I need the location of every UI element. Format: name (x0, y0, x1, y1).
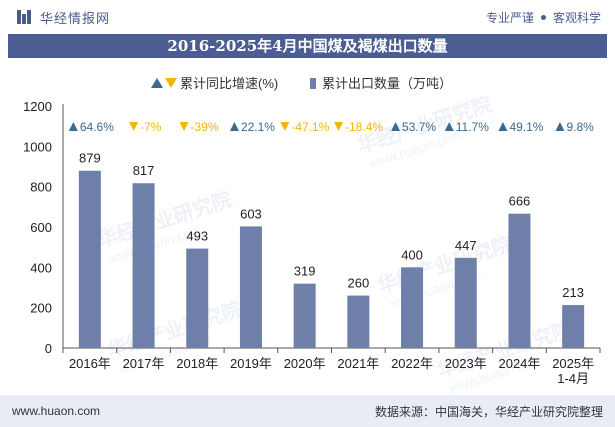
y-tick-label: 800 (30, 180, 52, 195)
growth-value-label: 22.1% (241, 120, 275, 134)
growth-down-triangle-icon (129, 122, 139, 131)
growth-value-label: -18.4% (345, 120, 383, 134)
growth-value-label: 53.7% (402, 120, 436, 134)
bar (347, 295, 370, 348)
legend-down-triangle-icon (165, 78, 177, 88)
footer-source: 数据来源：中国海关，华经产业研究院整理 (374, 404, 603, 419)
growth-up-triangle-icon (498, 122, 508, 131)
growth-up-triangle-icon (391, 122, 401, 131)
x-tick-label: 2016年 (69, 356, 111, 371)
growth-value-label: -39% (191, 120, 219, 134)
growth-value-label: -7% (140, 120, 162, 134)
legend-amount-label: 累计出口数量（万吨） (322, 76, 452, 91)
y-tick-label: 600 (30, 220, 52, 235)
brand-logo-icon (17, 10, 31, 24)
x-tick-label: 2020年 (284, 356, 326, 371)
legend-up-triangle-icon (151, 78, 163, 88)
tagline-left: 专业严谨 (485, 10, 534, 25)
bar (186, 248, 209, 348)
axes: 0 200 400 600 800 1000 1200 2016年 2017年 2018年 2019… (23, 99, 601, 386)
growth-value-label: -47.1% (291, 120, 329, 134)
growth-up-triangle-icon (555, 122, 565, 131)
bar-value-label: 400 (401, 247, 423, 262)
bar (293, 283, 316, 348)
x-tick-label: 2024年 (498, 356, 540, 371)
x-tick-label-line: 2016年 (69, 356, 111, 371)
growth-value-label: 9.8% (566, 120, 594, 134)
growth-value-label: 11.7% (456, 120, 489, 134)
growth-up-triangle-icon (229, 122, 239, 131)
bar-chart: 华经产业研究院www.huaon.com华经产业研究院www.huaon.com… (23, 76, 601, 395)
brand: 华经情报网 (0, 8, 110, 27)
growth-up-triangle-icon (444, 122, 454, 131)
bar-value-label: 879 (79, 151, 101, 166)
legend-bar-swatch (310, 78, 316, 89)
watermarks: 华经产业研究院www.huaon.com华经产业研究院www.huaon.com… (94, 92, 575, 395)
bar-value-label: 447 (455, 238, 477, 253)
growth-value-label: 64.6% (80, 120, 114, 134)
bars: 879 817 493 603 319 260 400 447 666 213 (78, 151, 585, 348)
x-tick-label-line: 1-4月 (557, 371, 589, 386)
y-tick-label: 400 (30, 260, 52, 275)
bar (78, 170, 101, 348)
growth-labels: 64.6% -7% -39% 22.1% -47.1% -18.4% 53.7% 11.7% 4… (68, 120, 594, 134)
x-tick-label: 2025年 1-4月 (552, 356, 594, 386)
bar-value-label: 666 (509, 194, 531, 209)
tagline-right: 客观科学 (552, 10, 601, 25)
bar (454, 257, 477, 348)
bar-value-label: 817 (133, 163, 155, 178)
x-tick-label-line: 2021年 (337, 356, 379, 371)
tagline: 专业严谨 客观科学 (486, 9, 615, 26)
bar (508, 213, 531, 348)
growth-down-triangle-icon (334, 122, 344, 131)
x-tick-label: 2021年 (337, 356, 379, 371)
growth-down-triangle-icon (280, 122, 290, 131)
tagline-dot-icon (540, 14, 546, 20)
y-tick-label: 0 (45, 341, 52, 356)
footer-url[interactable]: www.huaon.com (12, 404, 101, 418)
footer: www.huaon.com 数据来源：中国海关，华经产业研究院整理 (0, 395, 615, 427)
x-tick-label-line: 2019年 (230, 356, 272, 371)
legend-growth-label: 累计同比增速(%) (180, 76, 278, 91)
chart-title: 2016-2025年4月中国煤及褐煤出口数量 (8, 34, 607, 58)
x-tick-label-line: 2017年 (123, 356, 165, 371)
bar-value-label: 603 (240, 206, 262, 221)
bar (401, 267, 424, 348)
x-tick-label: 2017年 (123, 356, 165, 371)
x-tick-label: 2023年 (445, 356, 487, 371)
x-tick-label-line: 2024年 (498, 356, 540, 371)
bar (239, 226, 262, 348)
x-tick-label-line: 2025年 (552, 356, 594, 371)
bar (132, 183, 155, 348)
bar (562, 305, 585, 348)
x-tick-label-line: 2023年 (445, 356, 487, 371)
bar-value-label: 493 (186, 229, 208, 244)
top-bar: 华经情报网 专业严谨 客观科学 (0, 0, 615, 34)
x-tick-label-line: 2020年 (284, 356, 326, 371)
bar-value-label: 260 (347, 276, 369, 291)
x-tick-label: 2018年 (176, 356, 218, 371)
y-tick-label: 200 (30, 301, 52, 316)
legend: 累计同比增速(%) 累计出口数量（万吨） (151, 76, 452, 91)
x-tick-label-line: 2018年 (176, 356, 218, 371)
brand-name: 华经情报网 (40, 10, 111, 26)
growth-down-triangle-icon (179, 122, 189, 131)
x-tick-label: 2022年 (391, 356, 433, 371)
growth-value-label: 49.1% (509, 120, 543, 134)
growth-up-triangle-icon (68, 122, 78, 131)
x-tick-label-line: 2022年 (391, 356, 433, 371)
y-tick-label: 1200 (23, 99, 52, 114)
bar-value-label: 319 (294, 264, 316, 279)
y-tick-label: 1000 (23, 139, 52, 154)
x-tick-label: 2019年 (230, 356, 272, 371)
bar-value-label: 213 (562, 285, 584, 300)
